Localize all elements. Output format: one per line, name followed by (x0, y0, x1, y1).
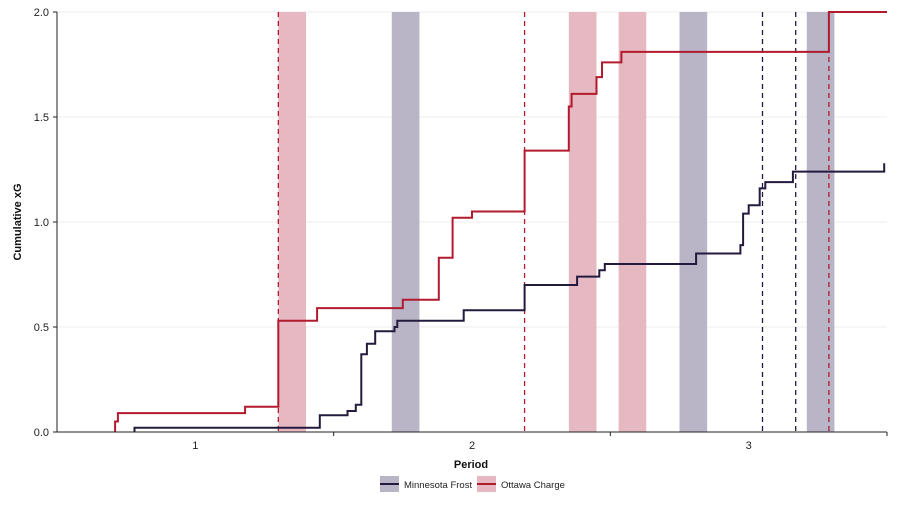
y-tick-label: 1.5 (34, 112, 49, 124)
axes: 0.0 0.5 1.0 1.5 2.0 1 2 3 (34, 7, 888, 452)
y-tick-label: 0.0 (34, 427, 49, 439)
legend-label-ottawa: Ottawa Charge (501, 480, 565, 491)
x-tick-label: 2 (469, 440, 475, 452)
penalty-band (679, 12, 708, 432)
penalty-band (278, 12, 306, 432)
series-line-1 (114, 11, 887, 432)
penalty-band (391, 12, 420, 432)
y-tick-label: 0.5 (34, 322, 49, 334)
series-lines (114, 11, 887, 432)
x-tick-label: 1 (192, 440, 198, 452)
grid-lines (57, 11, 887, 328)
goal-lines (277, 12, 830, 432)
legend-label-minnesota: Minnesota Frost (404, 480, 472, 491)
penalty-bands (278, 12, 835, 432)
penalty-band (568, 12, 597, 432)
x-axis-title: Period (454, 459, 488, 471)
legend: Minnesota Frost Ottawa Charge (380, 476, 565, 492)
x-tick-label: 3 (746, 440, 752, 452)
penalty-band (806, 12, 835, 432)
y-tick-label: 1.0 (34, 217, 49, 229)
series-line-0 (133, 163, 886, 432)
y-tick-label: 2.0 (34, 7, 49, 19)
penalty-band (618, 12, 647, 432)
y-axis-title: Cumulative xG (12, 183, 24, 260)
